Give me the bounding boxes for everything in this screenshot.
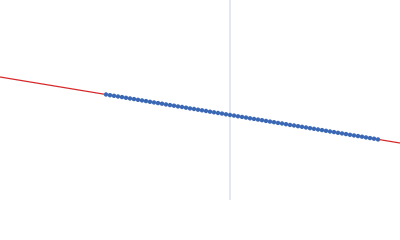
data-point bbox=[343, 131, 349, 137]
data-point bbox=[247, 116, 253, 121]
data-point bbox=[135, 97, 141, 103]
data-point bbox=[255, 117, 261, 122]
data-point bbox=[195, 107, 201, 112]
data-point bbox=[239, 114, 245, 120]
data-point bbox=[315, 127, 321, 132]
data-point bbox=[155, 100, 161, 106]
data-point bbox=[259, 118, 265, 123]
data-point bbox=[355, 133, 361, 139]
data-point bbox=[139, 98, 145, 103]
data-point bbox=[231, 113, 237, 118]
data-point bbox=[267, 119, 273, 124]
data-point bbox=[331, 129, 337, 135]
data-point bbox=[207, 109, 213, 114]
data-point bbox=[243, 115, 249, 120]
data-point bbox=[223, 112, 229, 117]
data-point bbox=[115, 94, 121, 99]
data-point bbox=[319, 127, 325, 133]
data-point bbox=[219, 111, 225, 116]
data-point bbox=[215, 110, 221, 116]
data-point bbox=[159, 101, 165, 106]
data-point bbox=[299, 124, 305, 129]
data-point bbox=[127, 96, 133, 101]
data-point bbox=[363, 135, 369, 140]
data-point bbox=[151, 100, 157, 105]
data-point bbox=[147, 99, 153, 105]
data-point bbox=[351, 133, 357, 138]
data-point bbox=[171, 103, 177, 108]
data-point bbox=[283, 122, 289, 127]
data-point bbox=[123, 95, 129, 101]
data-point bbox=[227, 112, 233, 118]
data-point bbox=[119, 94, 125, 100]
data-point bbox=[303, 125, 309, 130]
data-point bbox=[327, 129, 333, 134]
chart bbox=[0, 0, 400, 200]
data-point bbox=[107, 93, 113, 98]
data-point bbox=[211, 110, 217, 115]
data-point bbox=[199, 108, 205, 113]
data-point bbox=[275, 120, 281, 126]
data-point bbox=[131, 96, 137, 102]
data-point bbox=[359, 134, 365, 139]
data-point bbox=[347, 132, 353, 137]
data-point bbox=[375, 137, 381, 142]
data-point bbox=[179, 104, 185, 110]
data-point bbox=[279, 121, 285, 126]
data-point bbox=[187, 106, 193, 111]
data-point bbox=[143, 98, 149, 104]
data-point bbox=[339, 131, 345, 136]
data-point bbox=[103, 92, 109, 97]
data-point bbox=[311, 126, 317, 131]
data-point bbox=[287, 122, 293, 128]
data-point bbox=[167, 102, 173, 108]
data-point bbox=[323, 128, 329, 133]
data-point bbox=[295, 124, 301, 129]
data-point bbox=[251, 116, 257, 122]
data-point bbox=[263, 118, 269, 124]
data-point bbox=[367, 135, 373, 141]
data-point bbox=[235, 114, 241, 119]
data-point bbox=[175, 104, 181, 109]
data-point bbox=[371, 136, 377, 141]
data-point bbox=[191, 106, 197, 112]
data-point bbox=[307, 126, 313, 131]
page: {"chart_data": {"type": "scatter", "xlim… bbox=[0, 0, 400, 200]
data-point bbox=[203, 108, 209, 114]
data-point bbox=[183, 105, 189, 110]
data-point bbox=[271, 120, 277, 125]
data-point bbox=[335, 130, 341, 135]
data-point bbox=[111, 93, 117, 99]
data-point bbox=[163, 102, 169, 107]
data-point bbox=[291, 123, 297, 128]
